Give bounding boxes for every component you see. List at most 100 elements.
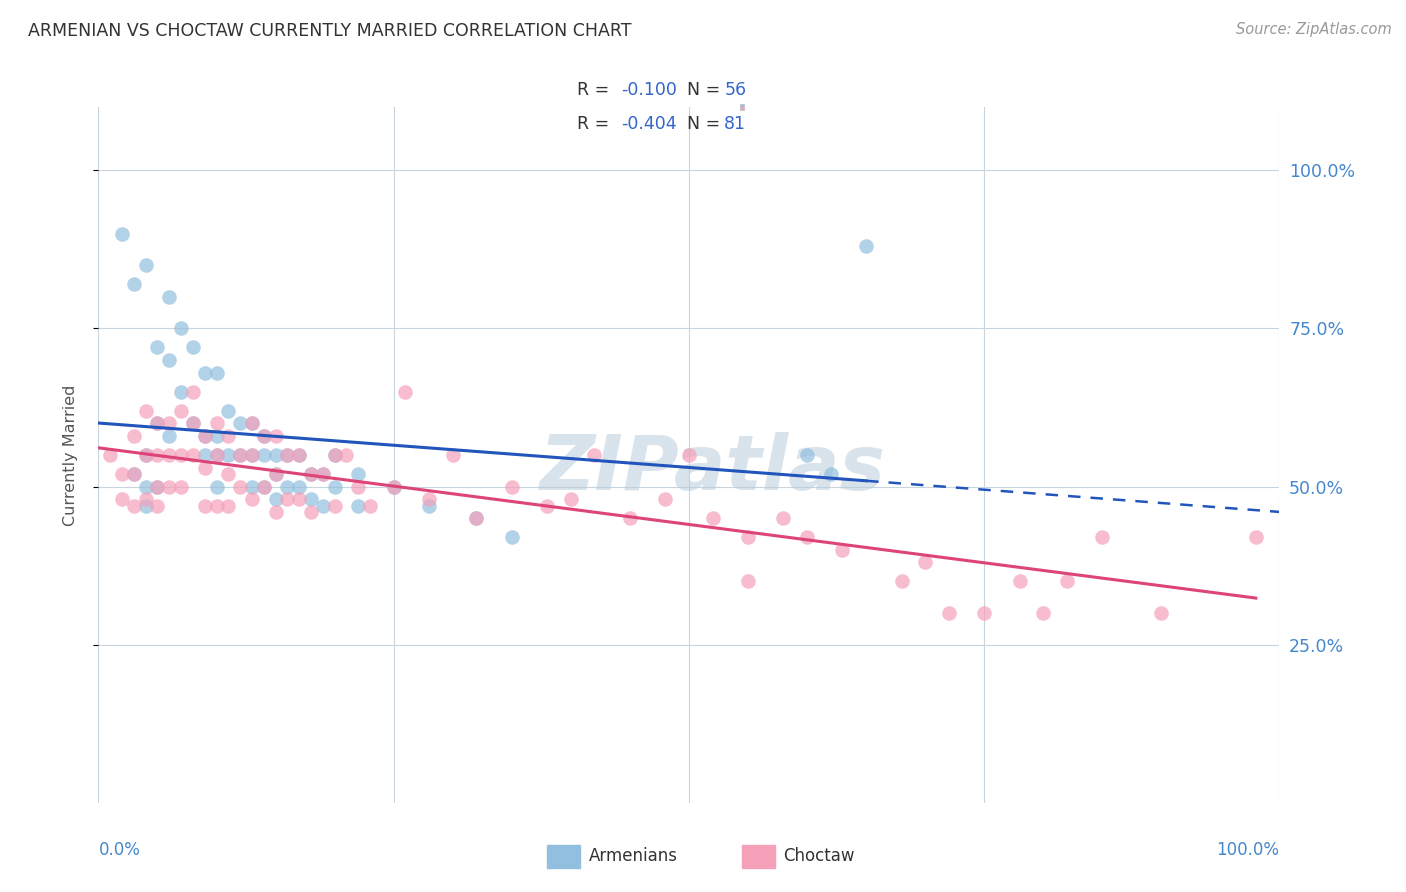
Point xyxy=(146,340,169,354)
Point xyxy=(146,417,169,431)
Point xyxy=(240,417,263,431)
Point xyxy=(146,479,169,493)
Point xyxy=(170,403,193,417)
Point xyxy=(253,429,276,443)
Point xyxy=(855,239,877,253)
Point xyxy=(276,492,298,507)
Point xyxy=(157,353,180,368)
Point xyxy=(536,499,558,513)
Point xyxy=(135,479,157,493)
Text: -0.404: -0.404 xyxy=(621,115,678,134)
Point xyxy=(938,606,960,620)
Point xyxy=(382,479,405,493)
Point xyxy=(217,448,239,462)
Text: R =: R = xyxy=(576,80,614,99)
Text: Armenians: Armenians xyxy=(589,847,678,865)
Point xyxy=(501,530,523,544)
Point xyxy=(299,505,322,519)
Point xyxy=(1244,530,1267,544)
Point xyxy=(288,448,311,462)
Text: Choctaw: Choctaw xyxy=(783,847,855,865)
Point xyxy=(122,499,145,513)
FancyBboxPatch shape xyxy=(742,846,775,868)
Point xyxy=(205,429,228,443)
Point xyxy=(737,530,759,544)
Point xyxy=(312,499,335,513)
Point xyxy=(157,479,180,493)
Point xyxy=(465,511,488,525)
Point xyxy=(831,542,853,557)
Point xyxy=(264,492,287,507)
Point xyxy=(217,499,239,513)
Point xyxy=(194,499,217,513)
Point xyxy=(205,366,228,380)
Point xyxy=(170,448,193,462)
Text: Source: ZipAtlas.com: Source: ZipAtlas.com xyxy=(1236,22,1392,37)
Point xyxy=(122,467,145,481)
Point xyxy=(135,492,157,507)
Point xyxy=(122,467,145,481)
Point xyxy=(1032,606,1054,620)
Point xyxy=(583,448,606,462)
Point xyxy=(135,403,157,417)
Point xyxy=(418,492,440,507)
Point xyxy=(299,492,322,507)
Text: ZIPatlas: ZIPatlas xyxy=(540,432,886,506)
Point xyxy=(299,467,322,481)
Point xyxy=(157,429,180,443)
Point xyxy=(253,429,276,443)
Point xyxy=(501,479,523,493)
Point xyxy=(181,384,204,399)
Point xyxy=(217,429,239,443)
Point xyxy=(205,448,228,462)
Point xyxy=(240,479,263,493)
Point xyxy=(276,448,298,462)
Text: 0.0%: 0.0% xyxy=(98,841,141,859)
Point xyxy=(146,448,169,462)
Point xyxy=(122,429,145,443)
Point xyxy=(288,479,311,493)
Y-axis label: Currently Married: Currently Married xyxy=(63,384,77,525)
Point xyxy=(264,448,287,462)
Point xyxy=(264,467,287,481)
Point xyxy=(359,499,381,513)
Point xyxy=(146,479,169,493)
Point xyxy=(347,499,370,513)
Point xyxy=(347,479,370,493)
Point xyxy=(181,417,204,431)
Point xyxy=(702,511,724,525)
Point xyxy=(111,492,134,507)
Point xyxy=(560,492,582,507)
FancyBboxPatch shape xyxy=(547,846,581,868)
Point xyxy=(122,277,145,292)
Text: 81: 81 xyxy=(724,115,747,134)
Point xyxy=(299,467,322,481)
Point xyxy=(240,448,263,462)
Point xyxy=(194,366,217,380)
Point xyxy=(229,448,252,462)
Text: N =: N = xyxy=(686,80,725,99)
Point xyxy=(914,556,936,570)
Point xyxy=(820,467,842,481)
Point xyxy=(135,448,157,462)
Point xyxy=(157,290,180,304)
Point xyxy=(111,467,134,481)
Point xyxy=(1056,574,1078,589)
Point xyxy=(253,479,276,493)
Point xyxy=(1091,530,1114,544)
Text: -0.100: -0.100 xyxy=(621,80,678,99)
Point xyxy=(181,417,204,431)
Point xyxy=(418,499,440,513)
Point xyxy=(264,467,287,481)
Point xyxy=(205,448,228,462)
Point xyxy=(135,258,157,272)
Point xyxy=(465,511,488,525)
Point xyxy=(170,321,193,335)
Point xyxy=(288,492,311,507)
Point xyxy=(240,448,263,462)
Point xyxy=(619,511,641,525)
Point xyxy=(170,479,193,493)
Point xyxy=(382,479,405,493)
Point xyxy=(323,448,346,462)
Point xyxy=(288,448,311,462)
